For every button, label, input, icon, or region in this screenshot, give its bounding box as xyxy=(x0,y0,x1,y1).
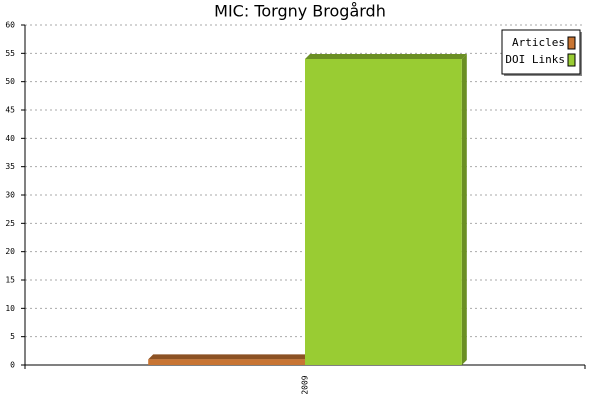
y-tick-label: 55 xyxy=(5,49,15,58)
legend: Articles DOI Links xyxy=(501,29,582,76)
x-tick-label: 2009 xyxy=(301,375,310,394)
chart-title: MIC: Torgny Brogårdh xyxy=(214,2,386,21)
y-tick-label: 60 xyxy=(5,21,15,30)
y-tick-label: 50 xyxy=(5,77,15,86)
bar-side xyxy=(461,54,467,365)
y-tick-label: 35 xyxy=(5,162,15,171)
legend-label: Articles xyxy=(512,36,565,49)
bar-face xyxy=(305,59,462,365)
y-tick-label: 0 xyxy=(10,361,15,370)
legend-label: DOI Links xyxy=(505,53,565,66)
y-tick-label: 10 xyxy=(5,304,15,313)
bar-top xyxy=(148,354,310,360)
legend-swatch xyxy=(567,53,576,67)
bar xyxy=(305,54,467,365)
y-tick-label: 5 xyxy=(10,332,15,341)
y-tick-label: 20 xyxy=(5,247,15,256)
bar-face xyxy=(148,359,305,365)
legend-swatch xyxy=(567,36,576,50)
legend-box xyxy=(501,29,581,75)
y-tick-label: 30 xyxy=(5,191,15,200)
y-tick-label: 45 xyxy=(5,106,15,115)
bar xyxy=(148,354,310,365)
y-tick-label: 25 xyxy=(5,219,15,228)
bar-top xyxy=(305,54,467,59)
y-tick-label: 40 xyxy=(5,134,15,143)
y-tick-label: 15 xyxy=(5,276,15,285)
